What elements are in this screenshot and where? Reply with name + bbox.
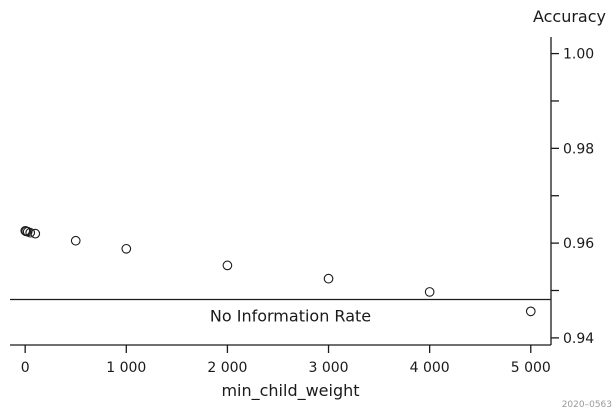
y-tick-label: 0.94 xyxy=(563,331,594,347)
x-tick-label: 4 000 xyxy=(410,360,450,376)
x-tick-label: 5 000 xyxy=(511,360,551,376)
data-point xyxy=(70,235,81,246)
data-point xyxy=(121,243,132,254)
x-tick-label: 0 xyxy=(21,360,30,376)
data-points xyxy=(20,225,536,317)
data-point xyxy=(25,227,36,238)
data-point xyxy=(525,306,536,317)
data-point xyxy=(222,260,233,271)
corner-note: 2020–0563 xyxy=(562,400,612,408)
x-axis: 0 1 000 2 000 3 000 4 000 5 000 min_child_wei… xyxy=(10,344,551,401)
data-point xyxy=(424,287,435,297)
data-point xyxy=(323,273,334,284)
y-tick-label: 1.00 xyxy=(563,47,594,63)
y-tick-label: 0.96 xyxy=(563,236,594,252)
x-axis-title: min_child_weight xyxy=(221,381,359,401)
reference-line-label: No Information Rate xyxy=(210,307,371,326)
x-tick-label: 2 000 xyxy=(207,360,247,376)
data-point xyxy=(30,228,41,239)
x-tick-label: 3 000 xyxy=(308,360,348,376)
x-axis-ticks: 0 1 000 2 000 3 000 4 000 5 000 xyxy=(21,345,551,376)
y-tick-label: 0.98 xyxy=(563,141,594,157)
y-axis-ticks: 0.94 0.96 0.98 1.00 xyxy=(551,47,594,347)
no-information-rate-reference: No Information Rate xyxy=(10,298,551,326)
y-axis: 0.94 0.96 0.98 1.00 Accuracy xyxy=(533,7,606,347)
x-tick-label: 1 000 xyxy=(106,360,146,376)
y-axis-title: Accuracy xyxy=(533,7,606,26)
